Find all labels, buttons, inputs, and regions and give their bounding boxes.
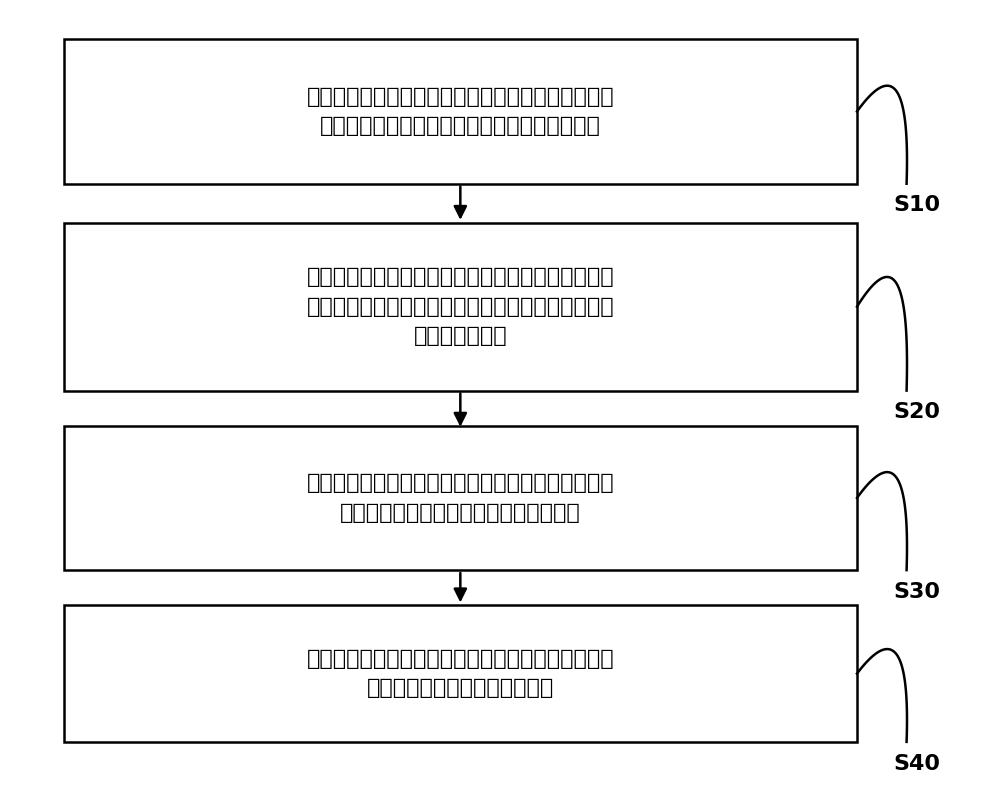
Text: S40: S40 <box>893 753 940 773</box>
Text: 接收用户选择的数据采集方式指令，数据采集方式包
括电池单体内阻采集方式、电池簇内阻采集方式或电
站整体采集方式: 接收用户选择的数据采集方式指令，数据采集方式包 括电池单体内阻采集方式、电池簇内… <box>307 267 614 346</box>
FancyBboxPatch shape <box>64 222 857 391</box>
FancyBboxPatch shape <box>64 426 857 570</box>
Text: 利用求解方式对电站数据信息进行求解，并根据待测
电站的结构计算得到整体内阻值: 利用求解方式对电站数据信息进行求解，并根据待测 电站的结构计算得到整体内阻值 <box>307 649 614 698</box>
Text: S20: S20 <box>893 402 940 422</box>
Text: S30: S30 <box>893 581 940 602</box>
Text: 根据用户选择确定待测电站内阻的求解方式，求解方
式包括宽电压范围交流阻抗法或智能参数辨识法: 根据用户选择确定待测电站内阻的求解方式，求解方 式包括宽电压范围交流阻抗法或智能… <box>307 87 614 136</box>
Text: S10: S10 <box>893 196 940 215</box>
FancyBboxPatch shape <box>64 39 857 184</box>
Text: 获取用户选择的数据采集方式采集得到的电站数据信
息，每种求解方式对应唯一电站数据信息: 获取用户选择的数据采集方式采集得到的电站数据信 息，每种求解方式对应唯一电站数据… <box>307 473 614 523</box>
FancyBboxPatch shape <box>64 605 857 742</box>
